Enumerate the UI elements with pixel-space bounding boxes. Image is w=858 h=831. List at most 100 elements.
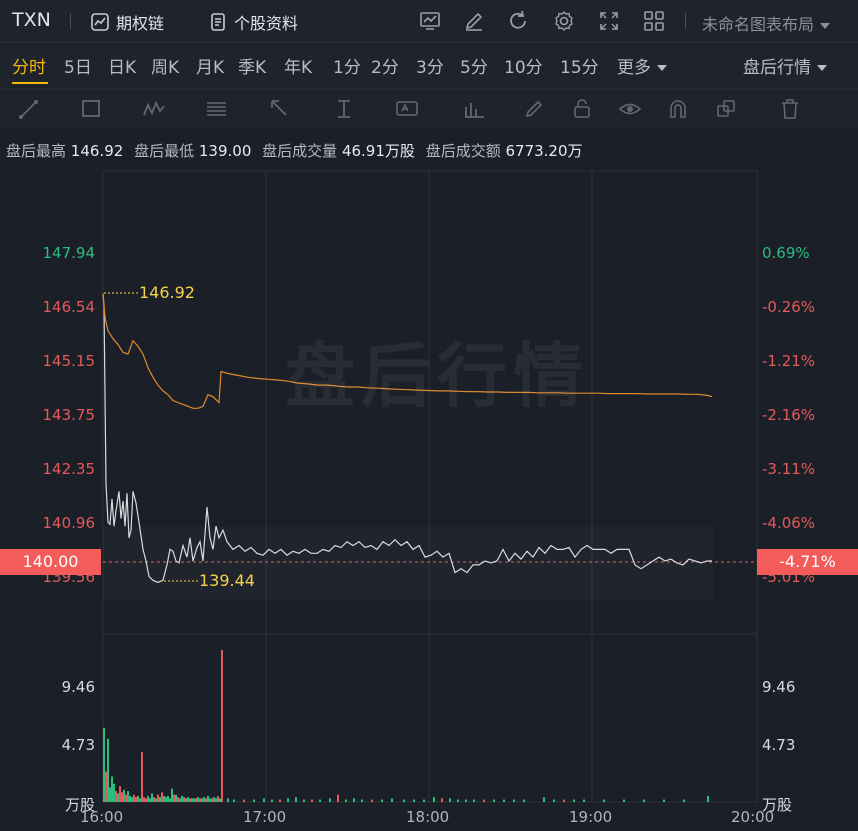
layers-icon[interactable]	[714, 97, 740, 121]
text-tool-icon[interactable]	[395, 97, 421, 121]
volume-bar	[371, 799, 373, 802]
draw-icon[interactable]	[462, 9, 486, 33]
settings-icon[interactable]	[552, 9, 576, 33]
chart-type-icon[interactable]	[418, 9, 442, 33]
percent-tick: -0.26%	[762, 298, 816, 316]
measure-tool-icon[interactable]	[332, 97, 358, 121]
volume-bar	[391, 798, 393, 802]
volume-bar	[105, 771, 107, 802]
volume-bar	[433, 797, 435, 802]
volume-bar	[177, 797, 179, 802]
period-tab-4[interactable]: 月K	[196, 58, 225, 78]
magnet-icon[interactable]	[666, 97, 692, 121]
volume-bar	[127, 791, 129, 802]
percent-tick: -1.21%	[762, 352, 816, 370]
volume-bar	[209, 798, 211, 802]
volume-unit: 万股	[64, 796, 95, 814]
volume-tick: 4.73	[61, 736, 95, 754]
volume-bar	[109, 787, 111, 802]
after-hours-summary: 盘后最高 146.92 盘后最低 139.00 盘后成交量 46.91万股 盘后…	[6, 140, 589, 161]
eye-icon[interactable]	[618, 97, 644, 121]
ticker-symbol[interactable]: TXN	[12, 9, 51, 31]
volume-bar	[121, 792, 123, 802]
volume-bar	[207, 795, 209, 802]
volume-bar	[381, 799, 383, 802]
volume-bar	[199, 798, 201, 802]
volume-bar	[295, 797, 297, 802]
volume-bar	[133, 794, 135, 802]
price-tick: 145.15	[42, 352, 96, 370]
volume-bar	[145, 798, 147, 802]
period-tab-9[interactable]: 3分	[416, 58, 444, 78]
pen-tool-icon[interactable]	[522, 97, 548, 121]
more-label: 更多	[617, 58, 651, 78]
price-tick: 147.94	[42, 244, 96, 262]
percent-tick: 0.69%	[762, 244, 810, 262]
period-tab-11[interactable]: 10分	[504, 58, 543, 78]
volume-bar	[189, 798, 191, 802]
volume-bar	[583, 799, 585, 802]
volume-bar	[337, 794, 339, 802]
time-tick: 16:00	[80, 808, 124, 826]
volume-bar	[211, 798, 213, 802]
line-tool-icon[interactable]	[18, 97, 44, 121]
stock-info-button[interactable]: 个股资料	[208, 10, 298, 34]
volume-bar	[119, 786, 121, 802]
volume-bar	[243, 799, 245, 802]
volume-bar	[493, 799, 495, 802]
more-periods-button[interactable]: 更多	[617, 53, 667, 78]
after-hours-selector[interactable]: 盘后行情	[743, 53, 827, 78]
rectangle-tool-icon[interactable]	[80, 97, 106, 121]
volume-bar	[707, 795, 709, 802]
volume-bar	[159, 797, 161, 802]
period-tab-12[interactable]: 15分	[560, 58, 599, 78]
volume-bar	[311, 799, 313, 802]
volume-bar	[543, 797, 545, 802]
price-tick: 143.75	[42, 406, 96, 424]
volume-bar	[175, 794, 177, 802]
layout-selector[interactable]: 未命名图表布局	[702, 11, 831, 35]
price-tick: 142.35	[42, 460, 96, 478]
volume-bar	[683, 799, 685, 802]
volume-bar	[465, 799, 467, 802]
low-annotation: 139.44	[199, 571, 255, 590]
volume-bar	[219, 798, 221, 802]
trash-icon[interactable]	[778, 97, 804, 121]
period-tab-0[interactable]: 分时	[12, 58, 46, 78]
arrow-tool-icon[interactable]	[268, 97, 294, 121]
chart-frame	[102, 170, 758, 803]
lock-icon[interactable]	[570, 97, 596, 121]
period-tab-10[interactable]: 5分	[460, 58, 488, 78]
period-tab-2[interactable]: 日K	[108, 58, 137, 78]
volume-bar	[233, 799, 235, 802]
fib-tool-icon[interactable]	[204, 97, 230, 121]
wave-tool-icon[interactable]	[142, 97, 168, 121]
period-tab-3[interactable]: 周K	[151, 58, 180, 78]
period-tab-1[interactable]: 5日	[64, 58, 92, 78]
volume-bar	[205, 798, 207, 802]
volume-bar	[319, 799, 321, 802]
volume-bar	[263, 798, 265, 802]
volume-bar	[103, 727, 105, 802]
amount-label: 盘后成交额	[425, 142, 501, 160]
volume-bar	[153, 797, 155, 802]
period-tab-6[interactable]: 年K	[284, 58, 313, 78]
volume-bar	[169, 798, 171, 802]
grid-layout-icon[interactable]	[642, 9, 666, 33]
refresh-icon[interactable]	[506, 9, 530, 33]
volume-tick: 4.73	[762, 736, 796, 754]
period-tab-5[interactable]: 季K	[238, 58, 267, 78]
fullscreen-icon[interactable]	[597, 9, 621, 33]
volume-bar	[113, 783, 115, 802]
volume-bar	[403, 799, 405, 802]
volume-bar	[147, 795, 149, 802]
period-tab-8[interactable]: 2分	[371, 58, 399, 78]
volume-bar	[423, 799, 425, 802]
indicator-tool-icon[interactable]	[462, 97, 488, 121]
percent-tick: -4.06%	[762, 514, 816, 532]
options-chain-button[interactable]: 期权链	[90, 10, 164, 34]
volume-bar	[663, 799, 665, 802]
period-tab-7[interactable]: 1分	[333, 58, 361, 78]
volume-bar	[161, 792, 163, 802]
